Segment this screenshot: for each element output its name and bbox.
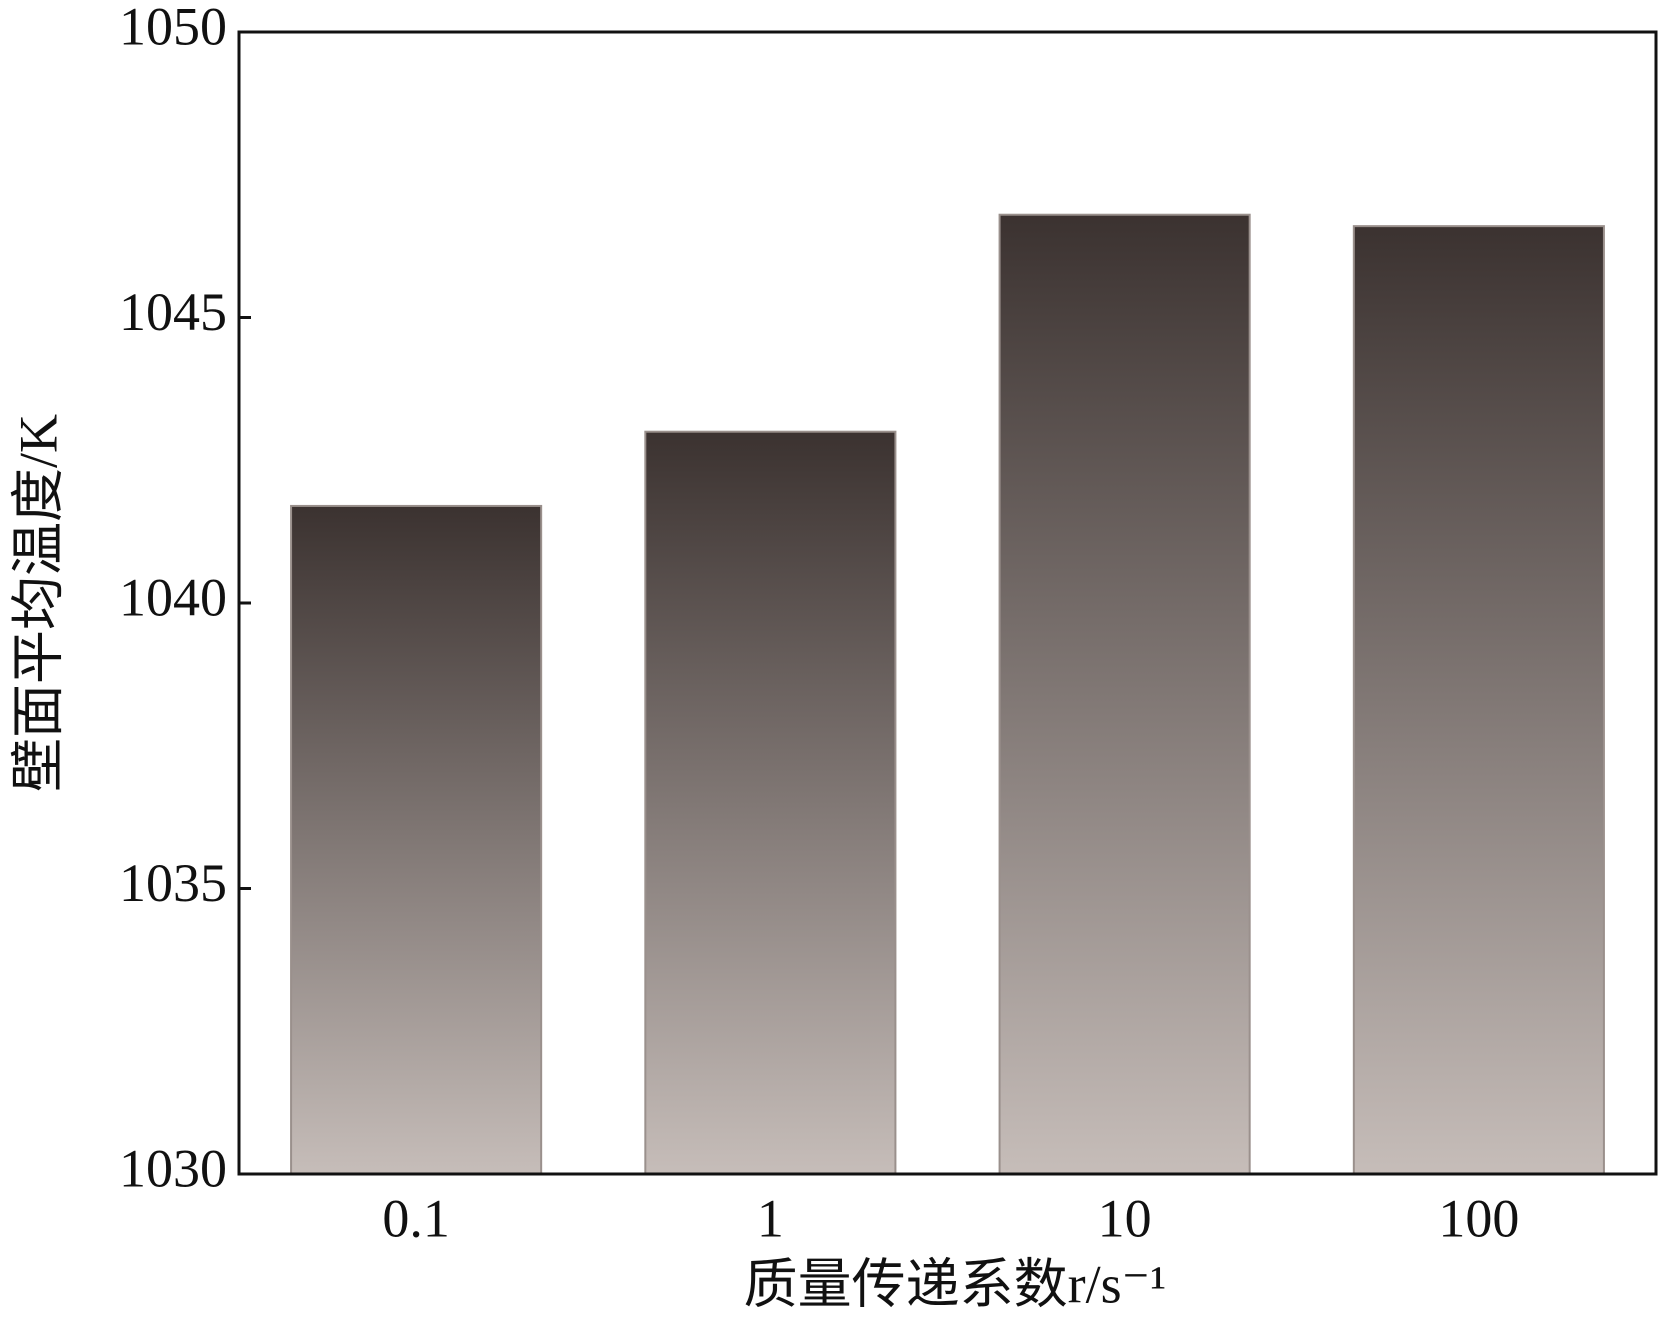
x-tick-label: 10 [1098, 1188, 1152, 1248]
y-tick-label: 1045 [119, 282, 227, 342]
x-tick-label: 1 [757, 1188, 784, 1248]
bar [1352, 225, 1605, 1175]
bar [290, 504, 543, 1175]
bar [644, 430, 897, 1175]
y-axis-label: 壁面平均温度/K [8, 414, 68, 792]
y-tick-label: 1040 [119, 567, 227, 627]
bar [998, 213, 1251, 1176]
x-axis-label: 质量传递系数r/s⁻¹ [744, 1254, 1167, 1314]
x-tick-label: 0.1 [382, 1188, 450, 1248]
plot-frame [237, 30, 1658, 1176]
y-tick-label: 1050 [119, 0, 227, 56]
y-tick-label: 1030 [119, 1138, 227, 1198]
y-tick-label: 1035 [119, 853, 227, 913]
x-tick-label: 100 [1438, 1188, 1519, 1248]
